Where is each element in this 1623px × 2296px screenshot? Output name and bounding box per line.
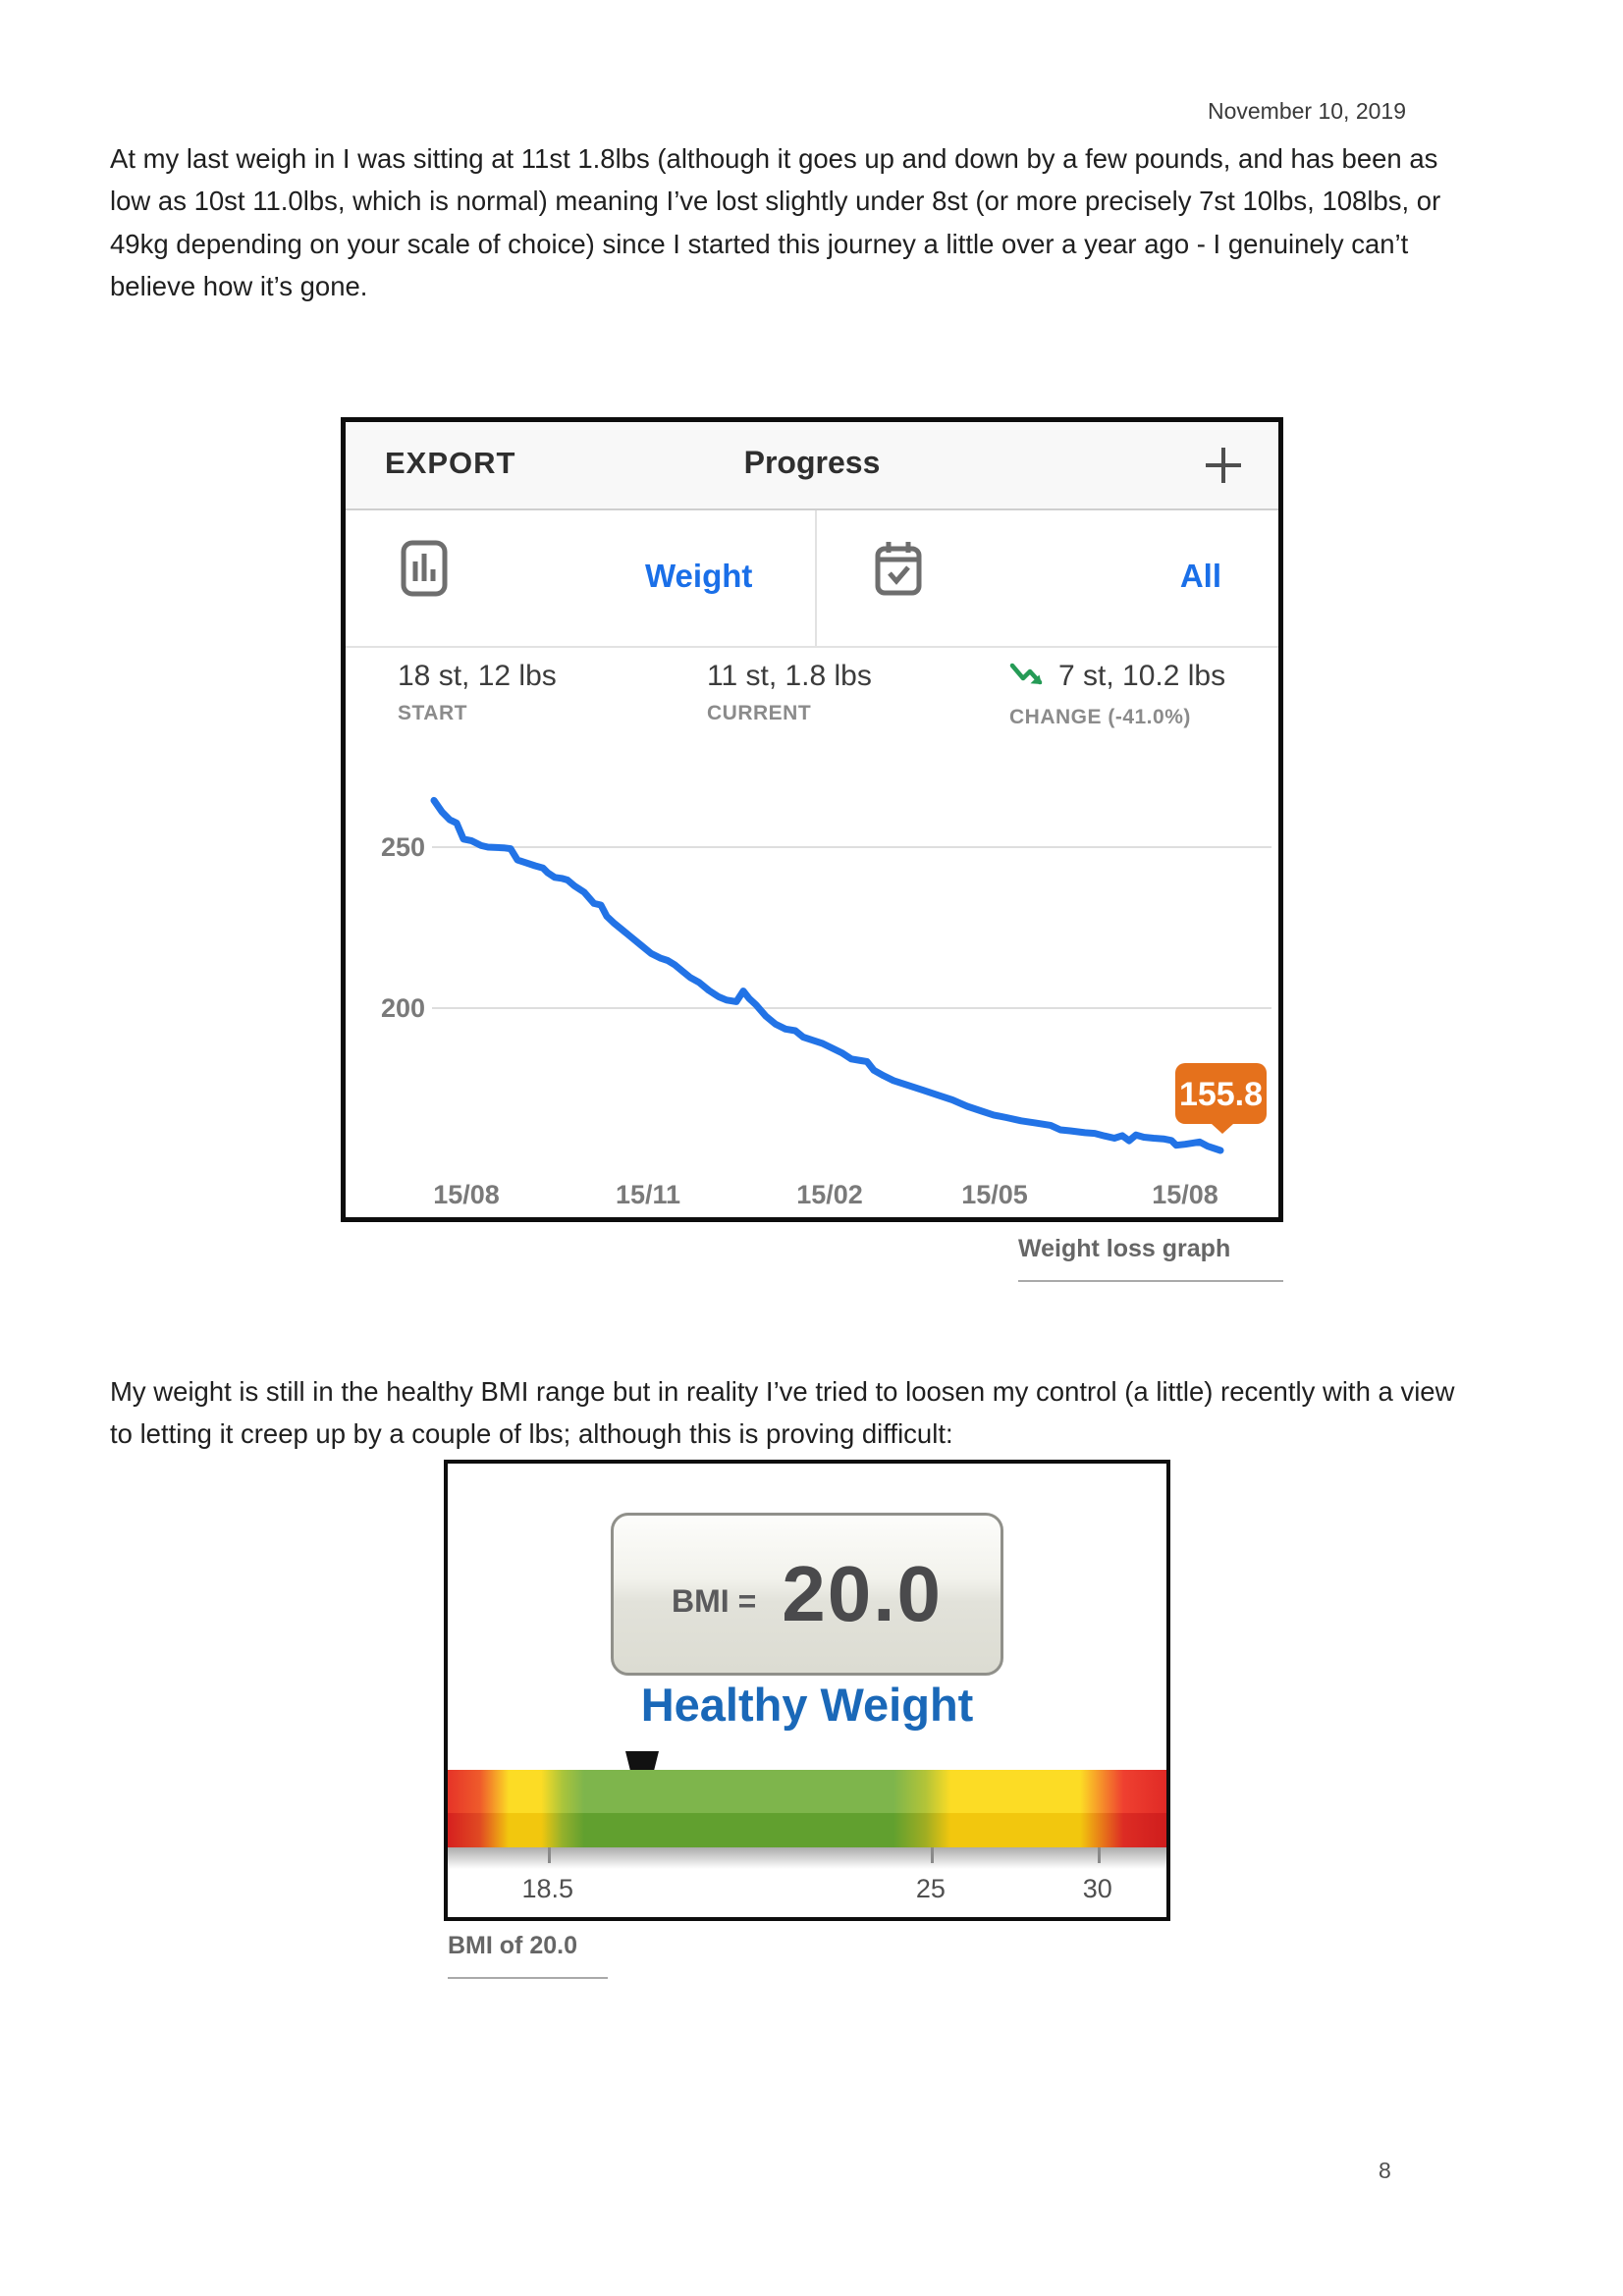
stat-start: 18 st, 12 lbs START: [398, 660, 557, 725]
caption-rule: [1018, 1280, 1283, 1282]
app-title: Progress: [743, 445, 881, 480]
stat-change-value: 7 st, 10.2 lbs: [1009, 660, 1225, 697]
bmi-tick-25: [930, 1847, 934, 1863]
bmi-classification: Healthy Weight: [640, 1679, 974, 1731]
app-header: EXPORT Progress: [346, 422, 1278, 510]
stat-change-label: CHANGE (-41.0%): [1009, 706, 1191, 728]
bmi-figure: BMI = 20.0 Healthy Weight 18.5 25 30: [444, 1460, 1170, 1921]
add-entry-icon[interactable]: [1206, 448, 1241, 483]
stat-current: 11 st, 1.8 lbs CURRENT: [707, 660, 872, 725]
stat-current-value: 11 st, 1.8 lbs: [707, 660, 872, 692]
bmi-readout-panel: BMI = 20.0: [611, 1513, 1003, 1676]
bmi-readout-value: 20.0: [782, 1550, 943, 1637]
weight-line-chart: 250 200 15/08 15/11 15/02 15/05 15/08 155.8: [381, 796, 1271, 1209]
svg-text:15/08: 15/08: [433, 1180, 500, 1209]
stat-start-label: START: [398, 702, 467, 724]
bmi-tick-label-18-5: 18.5: [521, 1874, 574, 1903]
trend-down-icon: [1009, 662, 1049, 697]
app-selector-row: Weight All: [346, 510, 1278, 648]
stat-start-value: 18 st, 12 lbs: [398, 660, 557, 692]
metric-selector-weight[interactable]: Weight: [645, 558, 753, 594]
bmi-readout-label: BMI =: [672, 1582, 757, 1619]
page-number: 8: [1379, 2158, 1391, 2183]
bmi-tick-label-30: 30: [1082, 1874, 1112, 1903]
range-selector-all[interactable]: All: [1179, 558, 1221, 594]
app-stats-row: 18 st, 12 lbs START 11 st, 1.8 lbs CURRE…: [346, 648, 1278, 746]
caption-rule: [448, 1977, 608, 1979]
paragraph-weight-summary: At my last weigh in I was sitting at 11s…: [110, 142, 1441, 302]
stat-current-label: CURRENT: [707, 702, 812, 724]
selector-divider: [815, 510, 817, 646]
weight-graph-caption: Weight loss graph: [1018, 1235, 1283, 1282]
svg-text:155.8: 155.8: [1179, 1076, 1263, 1113]
bmi-tick-18-5: [547, 1847, 551, 1863]
bmi-scale-bar: [448, 1770, 1166, 1813]
document-date: November 10, 2019: [1207, 98, 1406, 124]
calendar-check-icon[interactable]: [874, 540, 923, 602]
bmi-tick-30: [1097, 1847, 1101, 1863]
svg-text:200: 200: [381, 993, 425, 1023]
svg-text:250: 250: [381, 832, 425, 862]
bmi-caption: BMI of 20.0: [448, 1932, 840, 1979]
svg-text:15/08: 15/08: [1152, 1180, 1218, 1209]
svg-text:15/11: 15/11: [616, 1180, 680, 1209]
weight-app-screenshot: EXPORT Progress Weight: [341, 417, 1283, 1222]
bmi-scale-shadow: [448, 1847, 1166, 1869]
export-button[interactable]: EXPORT: [385, 446, 516, 480]
bmi-scale-bar-shade: [448, 1813, 1166, 1847]
bmi-tick-label-25: 25: [915, 1874, 946, 1903]
bar-chart-icon[interactable]: [401, 540, 448, 602]
stat-change: 7 st, 10.2 lbs CHANGE (-41.0%): [1009, 660, 1225, 729]
svg-text:15/05: 15/05: [961, 1180, 1028, 1209]
svg-text:15/02: 15/02: [796, 1180, 863, 1209]
weight-chart-area: 250 200 15/08 15/11 15/02 15/05 15/08 155.8: [346, 746, 1278, 1220]
paragraph-bmi-intro: My weight is still in the healthy BMI ra…: [110, 1375, 1455, 1450]
